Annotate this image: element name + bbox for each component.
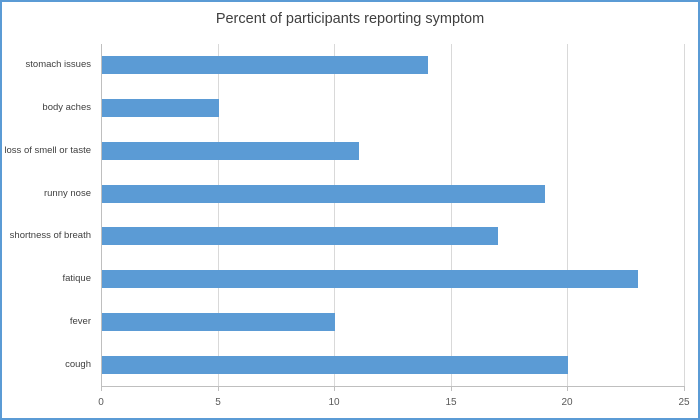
x-axis-line [101, 386, 685, 387]
gridline-25 [684, 44, 685, 386]
bar-fatique [102, 270, 638, 288]
bar-body-aches [102, 99, 219, 117]
x-tick-25 [684, 386, 685, 391]
category-label-fatique: fatique [62, 273, 91, 284]
category-label-runny-nose: runny nose [43, 188, 91, 199]
x-tick-0 [101, 386, 102, 391]
x-tick-15 [451, 386, 452, 391]
x-tick-label-15: 15 [445, 397, 457, 408]
bar-fever [102, 313, 335, 331]
gridline-15 [451, 44, 452, 386]
bar-runny-nose [102, 185, 545, 203]
category-label-cough: cough [65, 359, 91, 370]
x-tick-label-5: 5 [215, 397, 221, 408]
x-tick-label-25: 25 [678, 397, 690, 408]
x-tick-label-10: 10 [328, 397, 340, 408]
bar-cough [102, 356, 568, 374]
gridline-0 [101, 44, 102, 386]
category-label-stomach-issues: stomach issues [25, 59, 91, 70]
category-label-fever: fever [69, 316, 91, 327]
gridline-10 [334, 44, 335, 386]
x-tick-20 [567, 386, 568, 391]
category-label-body-aches: body aches [42, 102, 91, 113]
bar-loss-of-smell-or-taste [102, 142, 359, 160]
chart-title: Percent of participants reporting sympto… [215, 11, 485, 27]
bar-stomach-issues [102, 56, 428, 74]
category-label-shortness-of-breath: shortness of breath [9, 230, 91, 241]
x-tick-10 [334, 386, 335, 391]
gridline-20 [567, 44, 568, 386]
x-tick-label-20: 20 [561, 397, 573, 408]
x-tick-5 [218, 386, 219, 391]
gridline-5 [218, 44, 219, 386]
category-label-loss-of-smell-or-taste: loss of smell or taste [4, 145, 91, 156]
bar-shortness-of-breath [102, 227, 498, 245]
x-tick-label-0: 0 [98, 397, 104, 408]
